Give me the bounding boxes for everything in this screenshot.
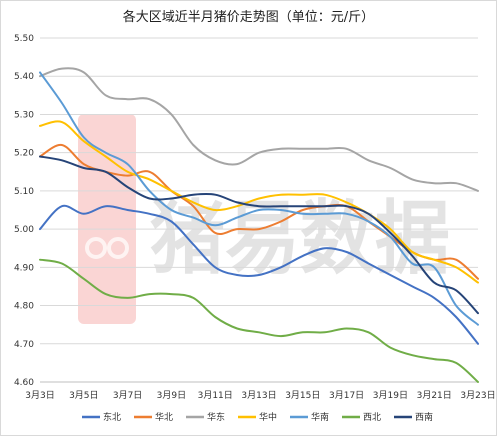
x-tick-label: 3月21日	[417, 390, 452, 401]
watermark-logo-ring-left	[85, 237, 107, 259]
x-tick-label: 3月7日	[113, 390, 142, 401]
watermark-logo	[78, 114, 136, 324]
x-tick-label: 3月11日	[198, 390, 233, 401]
y-tick-label: 4.70	[14, 340, 34, 350]
legend-label: 华中	[259, 411, 277, 423]
legend-label: 华北	[155, 411, 173, 423]
series-group	[39, 67, 479, 383]
x-axis: 3月3日 3月5日 3月7日 3月9日 3月11日 3月13日 3月15日 3月17日 3月19…	[25, 381, 496, 401]
y-tick-label: 4.60	[14, 378, 34, 388]
legend-label: 西北	[363, 412, 381, 423]
x-tick-label: 3月13日	[241, 390, 276, 401]
watermark-logo-ring-right	[107, 237, 129, 259]
x-tick-label: 3月3日	[25, 390, 54, 401]
x-tick-label: 3月19日	[373, 390, 408, 401]
legend-label: 华东	[207, 411, 225, 423]
x-tick-label: 3月17日	[329, 390, 364, 401]
x-tick-label: 3月9日	[157, 390, 186, 401]
series-line-0	[39, 204, 479, 345]
x-tick-label: 3月5日	[69, 390, 98, 401]
y-tick-label: 5.10	[14, 187, 34, 197]
legend-label: 西南	[415, 411, 433, 423]
series-line-6	[39, 155, 479, 315]
series-line-4	[39, 71, 479, 326]
watermark: 猪易数据	[78, 114, 450, 324]
y-tick-label: 5.20	[14, 149, 34, 159]
series-line-5	[39, 258, 479, 383]
legend: 东北 华北 华东 华中 华南 西北 西南	[82, 411, 433, 423]
y-tick-label: 5.50	[14, 34, 34, 44]
legend-label: 东北	[103, 411, 121, 423]
y-tick-label: 4.80	[14, 302, 34, 312]
y-tick-label: 5.00	[14, 225, 34, 235]
y-axis: 4.60 4.70 4.80 4.90 5.00 5.10 5.20 5.30 5.40 5.50	[14, 34, 34, 388]
series-line-2	[39, 67, 479, 192]
y-tick-label: 5.40	[14, 72, 34, 82]
y-tick-label: 5.30	[14, 110, 34, 120]
chart-title: 各大区域近半月猪价走势图（单位：元/斤）	[122, 10, 375, 25]
x-tick-label: 3月23日	[460, 390, 495, 401]
series-line-3	[39, 120, 479, 284]
legend-label: 华南	[311, 411, 329, 423]
x-tick-label: 3月15日	[285, 390, 320, 401]
y-tick-label: 4.90	[14, 263, 34, 273]
